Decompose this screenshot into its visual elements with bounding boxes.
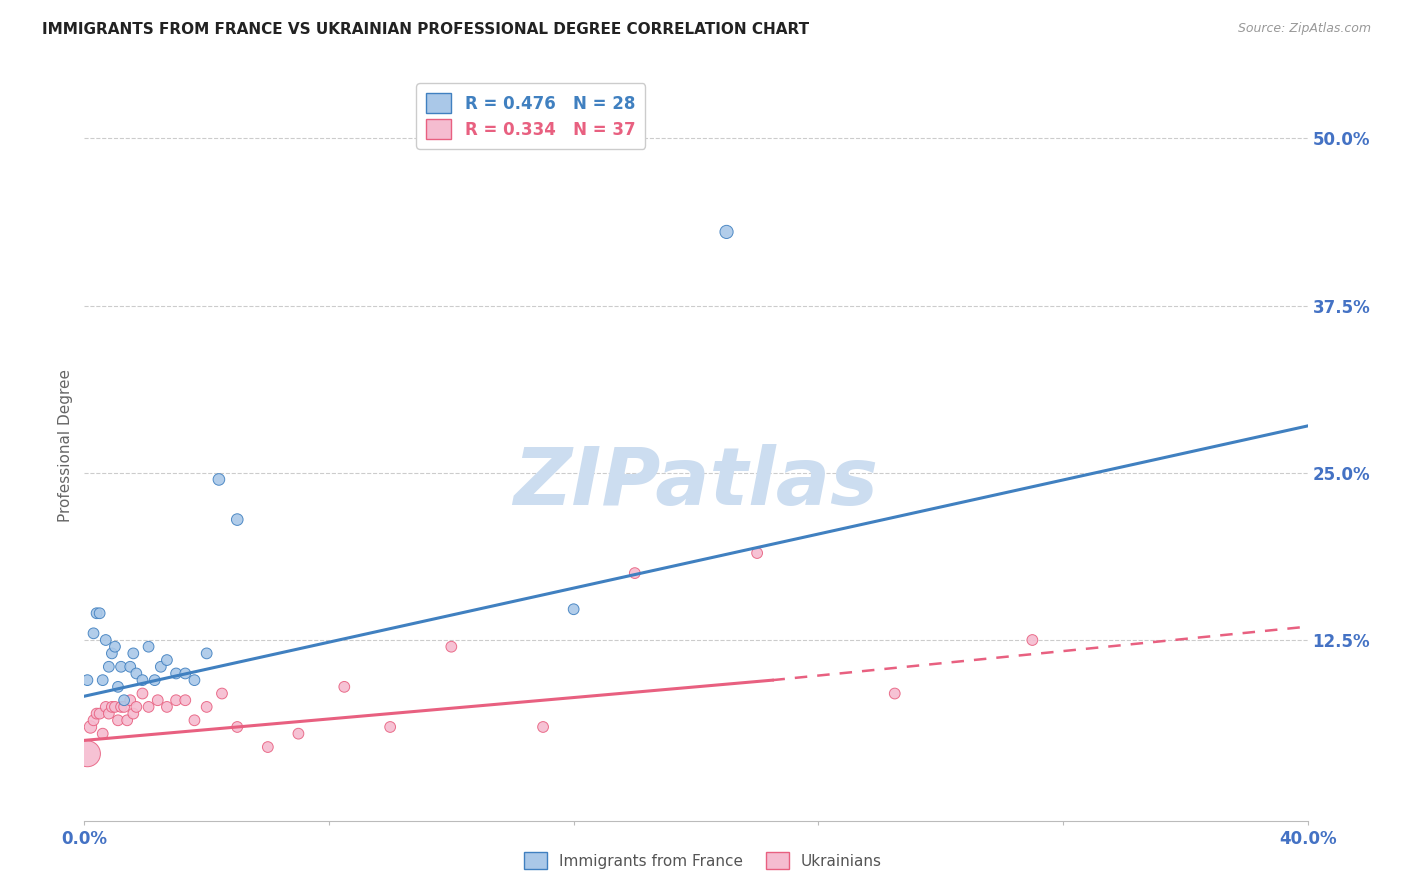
Point [257,740,280,755]
Point [562,602,585,616]
Point [165,666,187,681]
Point [94,633,117,648]
Point [76,747,98,761]
Point [146,693,169,707]
Point [183,714,205,728]
Point [183,673,205,688]
Legend: R = 0.476   N = 28, R = 0.334   N = 37: R = 0.476 N = 28, R = 0.334 N = 37 [416,84,645,149]
Point [624,566,647,581]
Point [122,646,145,660]
Point [86,706,108,721]
Point [76,673,98,688]
Point [97,660,120,674]
Point [165,693,187,707]
Point [83,626,105,640]
Point [101,700,124,714]
Point [131,673,153,688]
Point [131,687,153,701]
Y-axis label: Professional Degree: Professional Degree [58,369,73,523]
Point [79,720,101,734]
Text: IMMIGRANTS FROM FRANCE VS UKRAINIAN PROFESSIONAL DEGREE CORRELATION CHART: IMMIGRANTS FROM FRANCE VS UKRAINIAN PROF… [42,22,810,37]
Legend: Immigrants from France, Ukrainians: Immigrants from France, Ukrainians [517,846,889,875]
Point [156,653,179,667]
Point [104,640,127,654]
Point [208,473,231,487]
Point [107,680,129,694]
Point [91,673,114,688]
Point [89,607,111,621]
Point [747,546,769,560]
Point [226,720,249,734]
Point [174,693,197,707]
Text: Source: ZipAtlas.com: Source: ZipAtlas.com [1237,22,1371,36]
Point [138,700,160,714]
Point [112,700,135,714]
Point [101,646,124,660]
Point [112,693,135,707]
Point [883,687,905,701]
Point [440,640,463,654]
Point [195,700,218,714]
Point [83,714,105,728]
Point [86,607,108,621]
Point [125,666,148,681]
Point [156,700,179,714]
Point [122,706,145,721]
Point [110,660,132,674]
Point [115,714,138,728]
Point [380,720,402,734]
Point [226,513,249,527]
Point [143,673,166,688]
Text: ZIPatlas: ZIPatlas [513,444,879,523]
Point [97,706,120,721]
Point [211,687,233,701]
Point [149,660,172,674]
Point [531,720,554,734]
Point [716,225,738,239]
Point [91,726,114,740]
Point [1021,633,1043,648]
Point [138,640,160,654]
Point [107,714,129,728]
Point [174,666,197,681]
Point [94,700,117,714]
Point [120,693,142,707]
Point [287,726,309,740]
Point [333,680,356,694]
Point [120,660,142,674]
Point [195,646,218,660]
Point [125,700,148,714]
Point [110,700,132,714]
Point [104,700,127,714]
Point [89,706,111,721]
